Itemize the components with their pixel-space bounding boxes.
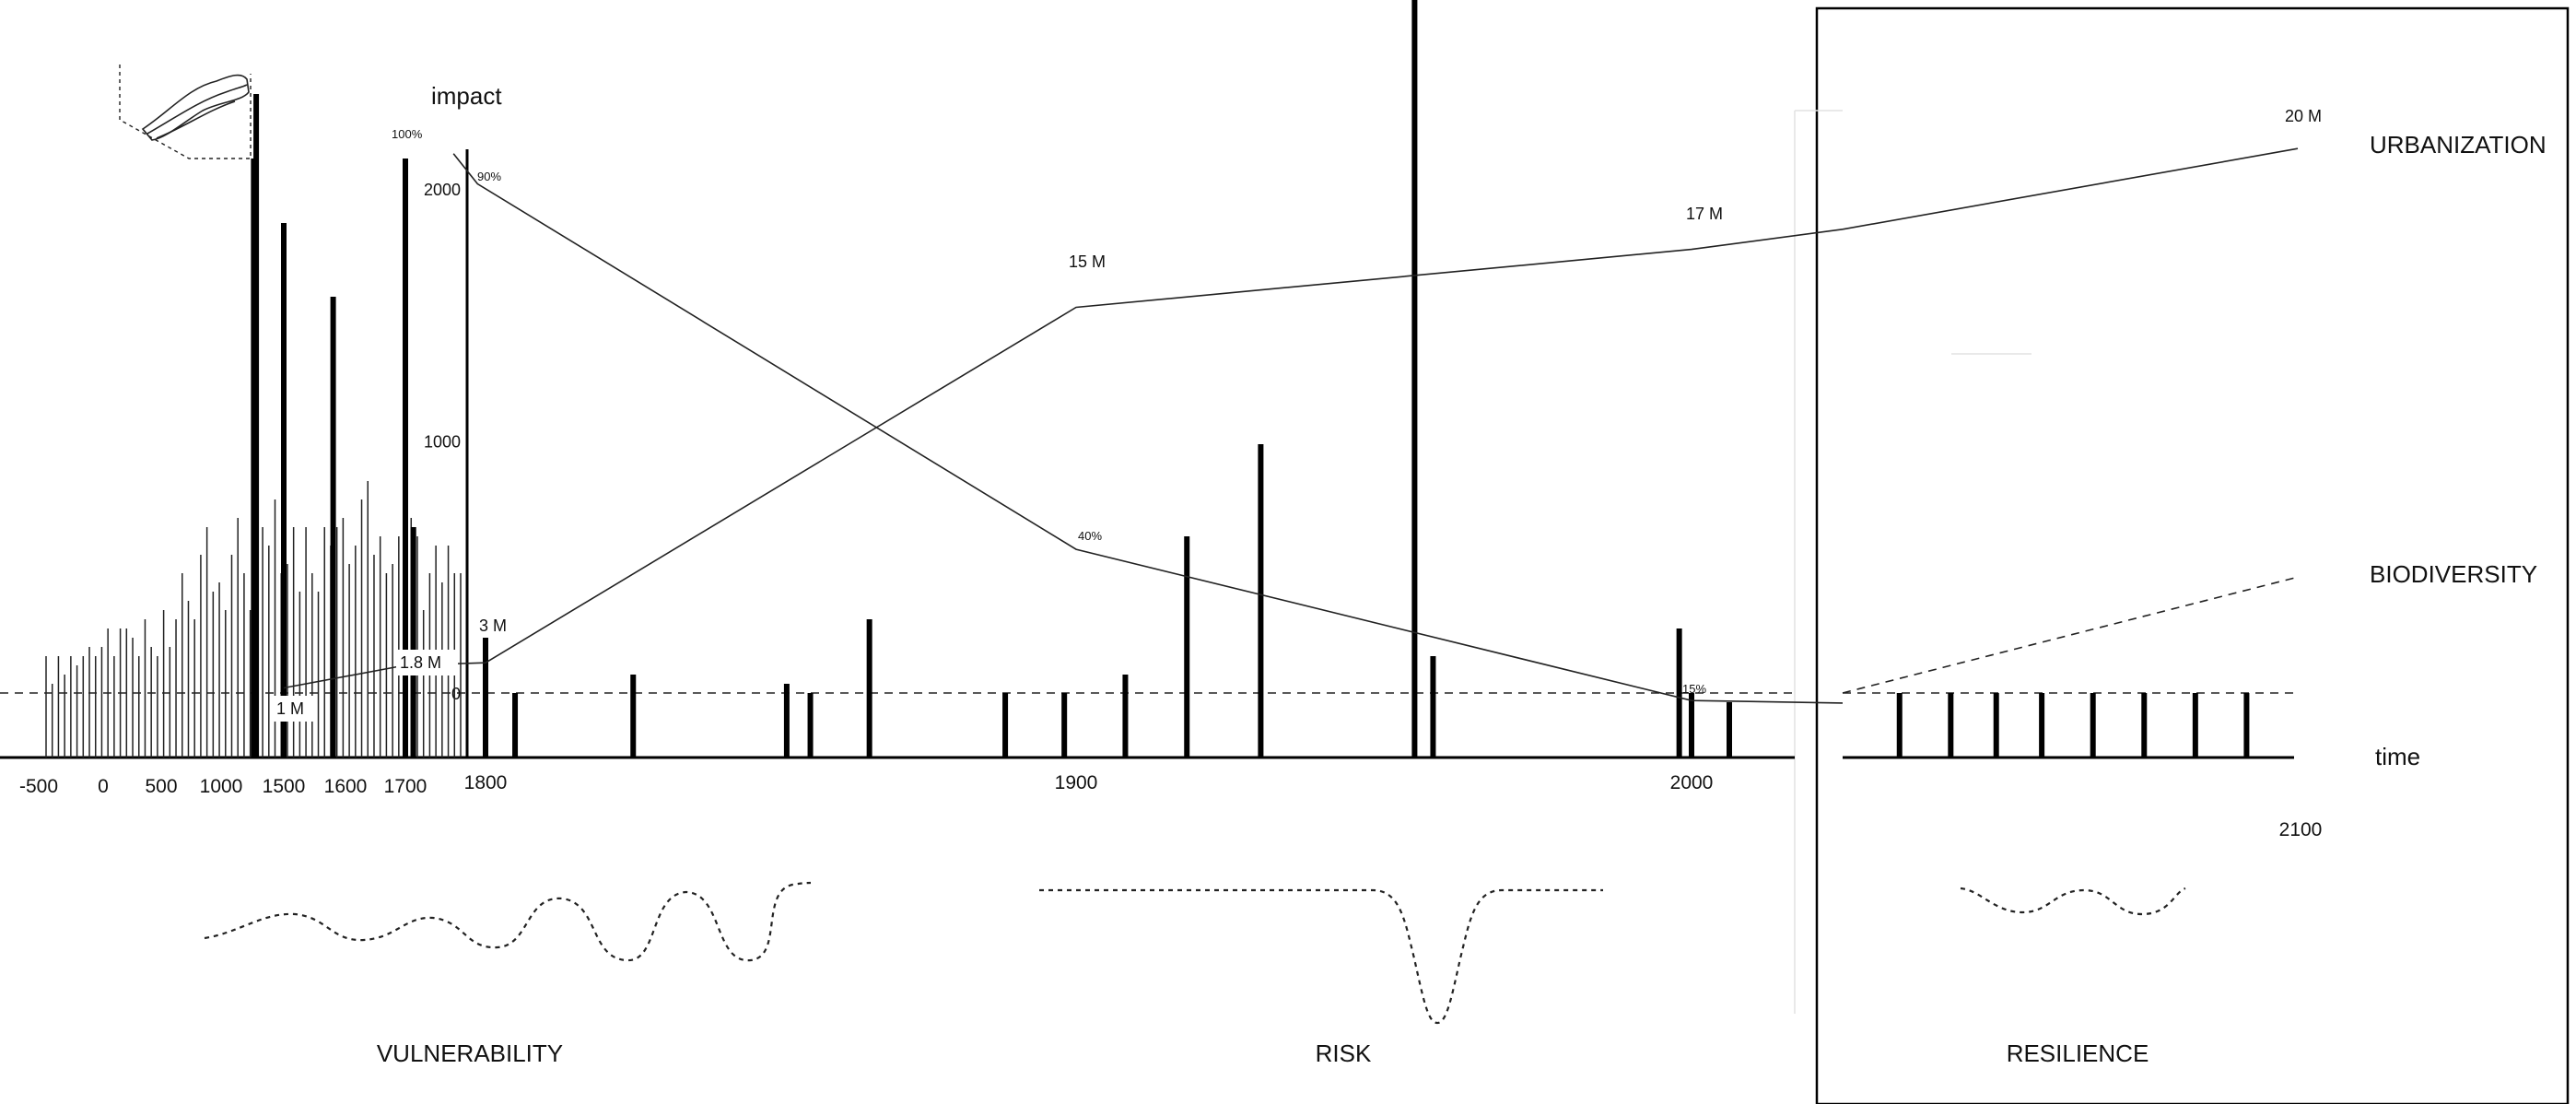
event-bar-future: [2039, 693, 2045, 758]
event-bar: [1676, 628, 1682, 758]
event-bar: [403, 159, 408, 758]
x-tick-label: 1900: [1055, 772, 1098, 793]
phase-label-vulnerability: VULNERABILITY: [377, 1039, 563, 1067]
x-tick-label: 2100: [2279, 819, 2323, 840]
event-bar-future: [2192, 693, 2198, 758]
phase-label-risk: RISK: [1316, 1039, 1372, 1067]
x-tick-label: 2000: [1670, 772, 1714, 793]
x-axis-label: time: [2375, 743, 2420, 770]
event-bar: [281, 223, 287, 758]
urbanization-value-label: 1.8 M: [400, 653, 441, 672]
value-label-box: [273, 696, 314, 722]
urbanization-value-label: 3 M: [479, 617, 507, 635]
risk-wave: [1039, 888, 1603, 1025]
event-bar: [330, 297, 336, 758]
x-tick-label: 1000: [200, 776, 243, 797]
event-bar: [807, 693, 814, 758]
y-tick-label: 1000: [424, 433, 461, 452]
event-bar-future: [1993, 693, 1999, 758]
x-tick-label: 0: [98, 776, 109, 797]
event-bar: [866, 619, 872, 758]
series-lines: [283, 147, 2299, 704]
urbanization-line-future: [1842, 147, 2299, 230]
event-bar: [783, 684, 790, 758]
event-bar: [1430, 656, 1436, 758]
event-bar: [1689, 693, 1694, 758]
event-bar: [1002, 693, 1009, 758]
phase-label-resilience: RESILIENCE: [2007, 1039, 2149, 1067]
series-name-biodiversity: BIODIVERSITY: [2370, 560, 2537, 588]
terrain-sketch-icon: [119, 65, 252, 159]
series-names: URBANIZATION BIODIVERSITY: [2370, 131, 2547, 588]
event-bar: [512, 693, 519, 758]
series-name-urbanization: URBANIZATION: [2370, 131, 2547, 159]
event-bar-future: [1948, 693, 1954, 758]
urbanization-line: [283, 229, 1844, 689]
event-bar: [1411, 0, 1418, 758]
urbanization-value-label: 1 M: [276, 699, 304, 718]
vulnerability-wave: [204, 881, 812, 962]
x-tick-label: 500: [145, 776, 177, 797]
series-value-labels: 1 M 1.8 M 3 M 15 M 17 M 20 M 100% 90% 40% 15%: [273, 107, 2322, 722]
event-bar: [253, 94, 260, 758]
event-bar: [410, 527, 416, 758]
value-label-box: [396, 650, 458, 675]
x-tick-label: 1500: [263, 776, 306, 797]
x-tick-label: 1600: [324, 776, 368, 797]
urbanization-value-label: 17 M: [1686, 205, 1723, 223]
biodiversity-value-label: 15%: [1682, 682, 1706, 696]
biodiversity-value-label: 100%: [392, 127, 423, 141]
event-bar: [1727, 702, 1732, 758]
resilience-wave: [1960, 887, 2186, 916]
event-bar: [1184, 536, 1190, 758]
event-bar: [1122, 675, 1129, 758]
biodiversity-value-label: 90%: [477, 170, 501, 183]
event-bar-future: [2243, 693, 2250, 758]
x-tick-label: 1700: [384, 776, 427, 797]
event-bar-future: [2141, 693, 2148, 758]
biodiversity-line: [452, 153, 1844, 704]
biodiversity-value-label: 40%: [1078, 529, 1102, 543]
event-bar: [1258, 444, 1264, 758]
y-axis-label: impact: [431, 82, 502, 110]
y-tick-labels: 2000 1000 0: [424, 181, 461, 703]
urbanization-value-label: 15 M: [1069, 253, 1106, 271]
event-bar-future: [2090, 693, 2096, 758]
event-bar: [1061, 693, 1068, 758]
biodiversity-line-future: [1842, 576, 2299, 694]
event-bars: [45, 0, 2250, 758]
x-tick-label: -500: [19, 776, 58, 797]
y-tick-label: 2000: [424, 181, 461, 199]
x-tick-labels: -500 0 500 1000 1500 1600 1700 1800 1900 2000 2100: [19, 772, 2322, 840]
event-bar-future: [1896, 693, 1903, 758]
x-tick-label: 1800: [464, 772, 508, 793]
event-bar: [630, 675, 637, 758]
resilience-frame: [1815, 6, 2570, 1104]
event-bar: [483, 638, 488, 758]
urbanization-value-label: 20 M: [2285, 107, 2322, 125]
y-tick-label: 0: [451, 685, 461, 703]
